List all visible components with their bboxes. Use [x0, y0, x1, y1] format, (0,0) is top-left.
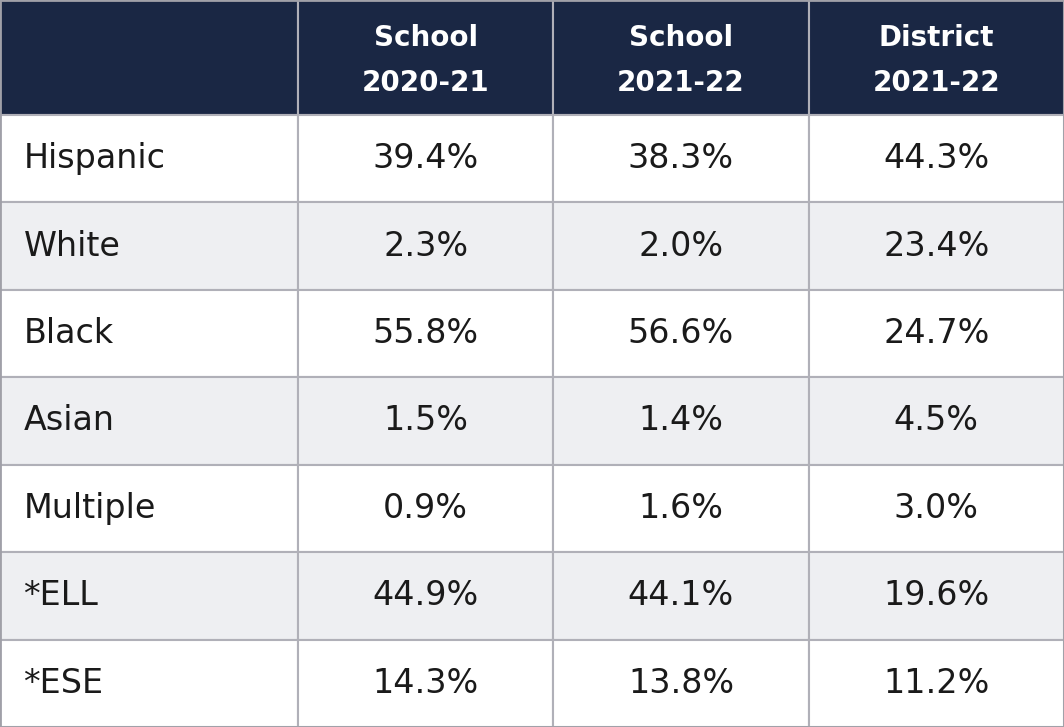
Bar — [0, 465, 298, 552]
Bar — [298, 115, 553, 202]
Bar — [0, 202, 298, 290]
Text: 44.9%: 44.9% — [372, 579, 479, 612]
Text: 24.7%: 24.7% — [883, 317, 990, 350]
Text: White: White — [23, 230, 120, 262]
Text: 2021-22: 2021-22 — [872, 69, 1000, 97]
Text: 1.6%: 1.6% — [638, 492, 724, 525]
Text: 2.3%: 2.3% — [383, 230, 468, 262]
Text: 2021-22: 2021-22 — [617, 69, 745, 97]
Text: 11.2%: 11.2% — [883, 667, 990, 700]
Text: 13.8%: 13.8% — [628, 667, 734, 700]
Bar — [553, 552, 809, 640]
Bar — [298, 552, 553, 640]
Bar — [298, 290, 553, 377]
Bar — [809, 0, 1064, 115]
Bar — [809, 552, 1064, 640]
Text: Hispanic: Hispanic — [23, 142, 165, 175]
Text: Multiple: Multiple — [23, 492, 155, 525]
Text: 55.8%: 55.8% — [372, 317, 479, 350]
Text: Asian: Asian — [23, 404, 115, 438]
Text: Black: Black — [23, 317, 114, 350]
Text: 4.5%: 4.5% — [894, 404, 979, 438]
Text: 39.4%: 39.4% — [372, 142, 479, 175]
Text: 38.3%: 38.3% — [628, 142, 734, 175]
Bar — [298, 465, 553, 552]
Bar — [0, 115, 298, 202]
Text: 44.3%: 44.3% — [883, 142, 990, 175]
Bar — [809, 115, 1064, 202]
Bar — [0, 640, 298, 727]
Text: 2.0%: 2.0% — [638, 230, 724, 262]
Text: 1.4%: 1.4% — [638, 404, 724, 438]
Text: 2020-21: 2020-21 — [362, 69, 489, 97]
Bar — [809, 377, 1064, 465]
Text: 0.9%: 0.9% — [383, 492, 468, 525]
Bar — [298, 640, 553, 727]
Bar — [809, 465, 1064, 552]
Bar — [298, 377, 553, 465]
Bar — [0, 377, 298, 465]
Bar — [809, 640, 1064, 727]
Bar — [553, 290, 809, 377]
Text: School: School — [373, 24, 478, 52]
Bar — [553, 640, 809, 727]
Text: School: School — [629, 24, 733, 52]
Text: District: District — [879, 24, 994, 52]
Text: 1.5%: 1.5% — [383, 404, 468, 438]
Text: 3.0%: 3.0% — [894, 492, 979, 525]
Bar — [553, 115, 809, 202]
Bar — [809, 202, 1064, 290]
Text: 19.6%: 19.6% — [883, 579, 990, 612]
Text: 44.1%: 44.1% — [628, 579, 734, 612]
Text: 56.6%: 56.6% — [628, 317, 734, 350]
Text: *ELL: *ELL — [23, 579, 98, 612]
Text: 14.3%: 14.3% — [372, 667, 479, 700]
Bar — [0, 290, 298, 377]
Bar — [553, 377, 809, 465]
Bar — [0, 552, 298, 640]
Bar — [553, 202, 809, 290]
Bar — [553, 0, 809, 115]
Text: 23.4%: 23.4% — [883, 230, 990, 262]
Bar — [298, 202, 553, 290]
Bar — [298, 0, 553, 115]
Bar — [809, 290, 1064, 377]
Text: *ESE: *ESE — [23, 667, 103, 700]
Bar — [0, 0, 298, 115]
Bar — [553, 465, 809, 552]
